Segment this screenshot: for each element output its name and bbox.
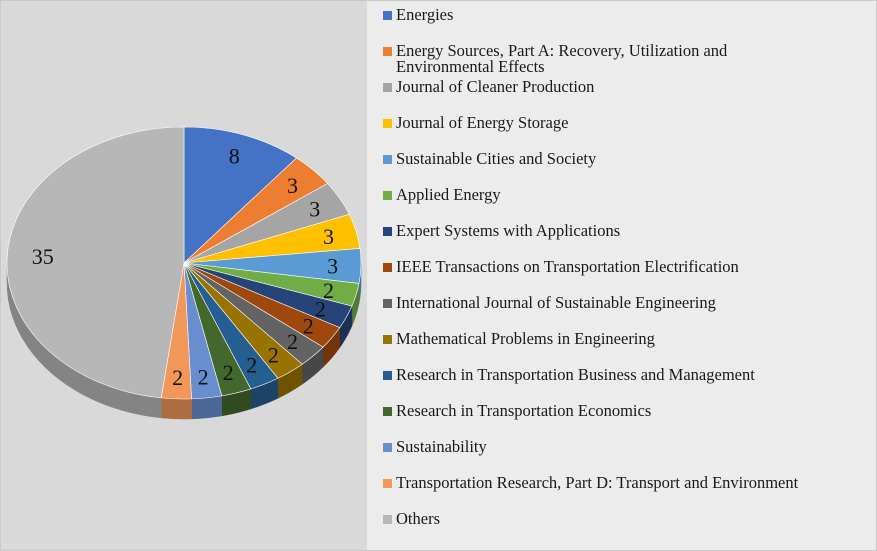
legend-swatch-9 [383, 299, 392, 308]
legend-swatch-5 [383, 155, 392, 164]
pie-slice-side-13 [191, 395, 223, 420]
slice-value-label-13: 2 [198, 364, 209, 389]
legend-swatch-1 [383, 11, 392, 20]
slice-value-label-11: 2 [246, 353, 257, 378]
slice-value-label-1: 8 [229, 144, 240, 169]
legend-swatch-15 [383, 515, 392, 524]
legend-swatch-12 [383, 407, 392, 416]
legend-swatch-13 [383, 443, 392, 452]
pie-area: 8 3 3 3 3 2 2 2 2 2 2 2 2 2 35 [1, 1, 367, 550]
legend-label-3: Journal of Cleaner Production [396, 77, 595, 96]
slice-value-label-15: 35 [32, 244, 54, 269]
legend-swatch-8 [383, 263, 392, 272]
slice-value-label-6: 2 [323, 278, 334, 303]
pie-slice-15 [6, 126, 185, 399]
slice-value-label-14: 2 [172, 365, 183, 390]
legend-swatch-7 [383, 227, 392, 236]
legend-label-5: Sustainable Cities and Society [396, 149, 597, 168]
legend-swatch-11 [383, 371, 392, 380]
pie-slice-1 [183, 126, 297, 264]
slice-value-label-12: 2 [223, 360, 234, 385]
legend-label-12: Research in Transportation Economics [396, 401, 652, 420]
legend: Energies Energy Sources, Part A: Recovery… [367, 1, 876, 550]
legend-label-13: Sustainability [396, 437, 487, 456]
legend-label-2: Energy Sources, Part A: Recovery, Utiliz… [396, 41, 728, 76]
legend-label-14: Transportation Research, Part D: Transpo… [396, 473, 799, 492]
slice-value-label-2: 3 [287, 173, 298, 198]
legend-swatch-3 [383, 83, 392, 92]
slice-value-label-4: 3 [323, 224, 334, 249]
slice-value-label-7: 2 [315, 296, 326, 321]
slice-value-label-10: 2 [268, 342, 279, 367]
pie-slice-side-14 [160, 397, 192, 420]
legend-label-1: Energies [396, 5, 454, 24]
legend-label-11: Research in Transportation Business and … [396, 365, 755, 384]
legend-label-8: IEEE Transactions on Transportation Elec… [396, 257, 739, 276]
legend-swatch-4 [383, 119, 392, 128]
legend-swatch-6 [383, 191, 392, 200]
legend-swatch-2 [383, 47, 392, 56]
slice-value-label-3: 3 [309, 197, 320, 222]
slice-value-label-8: 2 [303, 314, 314, 339]
legend-label-4: Journal of Energy Storage [396, 113, 569, 132]
legend-label-7: Expert Systems with Applications [396, 221, 621, 240]
legend-label-9: International Journal of Sustainable Eng… [396, 293, 716, 312]
legend-swatch-14 [383, 479, 392, 488]
legend-label-10: Mathematical Problems in Engineering [396, 329, 655, 348]
legend-label-15: Others [396, 509, 440, 528]
slice-value-label-9: 2 [287, 329, 298, 354]
legend-label-6: Applied Energy [396, 185, 501, 204]
slice-value-label-5: 3 [327, 254, 338, 279]
legend-swatch-10 [383, 335, 392, 344]
